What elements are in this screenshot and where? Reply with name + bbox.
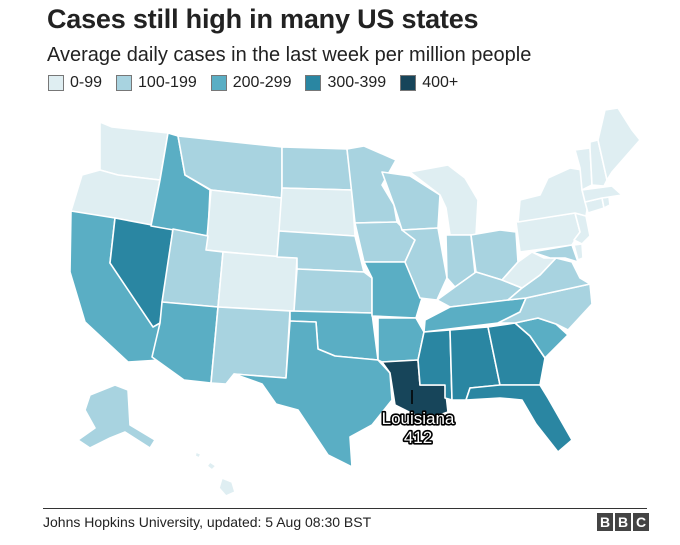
- legend-label-4: 400+: [422, 74, 459, 91]
- state-vermont: [574, 147, 593, 191]
- state-maryland: [531, 244, 579, 263]
- legend-item-1: 100-199: [116, 74, 197, 92]
- state-maine: [597, 107, 641, 181]
- state-arizona: [151, 301, 219, 384]
- state-massachusetts: [581, 185, 623, 203]
- bbc-logo: B B C: [595, 513, 649, 531]
- state-delaware: [573, 243, 584, 261]
- legend-item-4: 400+: [400, 74, 458, 92]
- state-arkansas: [377, 317, 425, 363]
- legend-item-3: 300-399: [305, 74, 386, 92]
- state-rhode-island: [601, 196, 611, 209]
- callout-state-label: Louisiana: [382, 409, 455, 428]
- bbc-logo-letter-2: B: [615, 513, 631, 531]
- bbc-logo-letter-1: B: [597, 513, 613, 531]
- bbc-logo-letter-3: C: [633, 513, 649, 531]
- state-illinois: [401, 227, 448, 301]
- legend-item-0: 0-99: [48, 74, 102, 92]
- legend-swatch-0: [48, 75, 64, 91]
- state-new-mexico: [210, 306, 291, 385]
- footer-divider: [43, 508, 647, 509]
- state-colorado: [217, 251, 298, 312]
- state-alaska: [77, 384, 156, 449]
- state-new-york: [517, 167, 588, 223]
- legend-swatch-1: [116, 75, 133, 91]
- state-hawaii-maui: [206, 461, 217, 471]
- legend-swatch-4: [400, 75, 417, 91]
- state-south-dakota: [278, 187, 356, 237]
- legend-item-2: 200-299: [210, 74, 292, 92]
- state-hawaii-oahu: [194, 451, 202, 459]
- state-hawaii-main: [218, 477, 236, 497]
- legend-swatch-3: [305, 75, 322, 91]
- source-note: Johns Hopkins University, updated: 5 Aug…: [43, 514, 372, 530]
- callout-value-label: 412: [404, 428, 432, 447]
- legend: 0-99 100-199 200-299 300-399 400+: [48, 74, 472, 92]
- legend-label-3: 300-399: [327, 74, 387, 91]
- chart-title: Cases still high in many US states: [47, 4, 479, 34]
- state-florida: [465, 384, 573, 453]
- state-washington: [99, 121, 169, 181]
- legend-label-1: 100-199: [138, 74, 197, 91]
- state-kansas: [293, 268, 373, 314]
- chart-subtitle: Average daily cases in the last week per…: [47, 44, 532, 66]
- state-north-carolina: [497, 283, 593, 331]
- state-north-dakota: [281, 146, 353, 191]
- legend-label-2: 200-299: [232, 74, 292, 91]
- legend-swatch-2: [210, 75, 227, 91]
- state-texas: [233, 320, 393, 468]
- state-wyoming: [205, 189, 283, 258]
- legend-label-0: 0-99: [70, 74, 103, 91]
- us-states-map: Louisiana 412: [69, 107, 641, 497]
